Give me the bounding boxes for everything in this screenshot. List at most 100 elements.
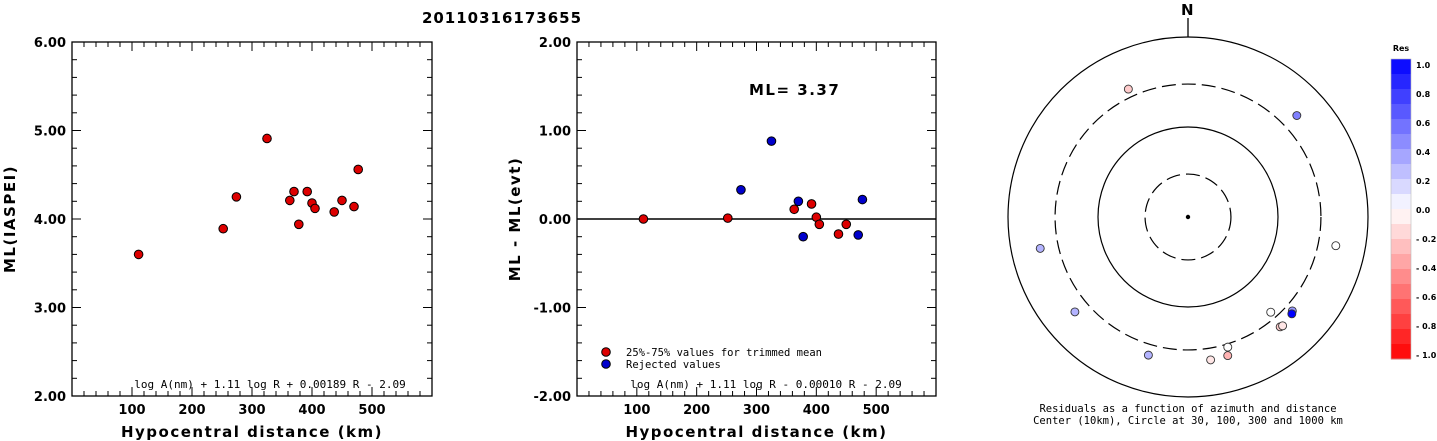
- colorbar-label: 0.4: [1416, 148, 1431, 157]
- y-tick-label: -1.00: [534, 302, 571, 317]
- chart-title: 20110316173655: [422, 9, 582, 27]
- station-point: [1278, 321, 1288, 331]
- data-point: [349, 201, 359, 212]
- colorbar-frame: [1390, 58, 1412, 360]
- distance-circle: [1007, 36, 1369, 398]
- y-tick-label: 4.00: [34, 213, 66, 228]
- x-tick-label: 500: [863, 403, 890, 418]
- data-point: [793, 196, 804, 207]
- station-point: [1331, 241, 1341, 251]
- colorbar-segment: [1391, 209, 1411, 225]
- station-point: [1292, 111, 1302, 120]
- colorbar: Res 1.0 0.8 0.6 0.4 0.2 0.0 - 0.2 - 0.4 - 0.6 - 0.…: [1390, 44, 1437, 360]
- plot-frame: [71, 41, 433, 397]
- colorbar-label: 0.6: [1416, 119, 1431, 128]
- colorbar-segment: [1391, 299, 1411, 315]
- data-point: [798, 231, 808, 242]
- distance-circle: [1054, 83, 1322, 351]
- y-tick-label: 3.00: [34, 302, 66, 317]
- polar-caption-line1: Residuals as a function of azimuth and d…: [1039, 403, 1336, 415]
- x-axis-label: Hypocentral distance (km): [121, 423, 383, 441]
- data-point: [285, 195, 295, 206]
- colorbar-segment: [1391, 89, 1411, 105]
- colorbar-segment: [1391, 74, 1411, 90]
- station-point: [1035, 243, 1045, 253]
- y-axis-label: ML - ML(evt): [506, 157, 524, 281]
- legend-marker: [601, 359, 611, 369]
- data-point: [638, 214, 649, 224]
- data-point: [294, 219, 304, 230]
- data-point: [766, 136, 777, 146]
- x-tick-label: 200: [683, 403, 710, 418]
- north-label: N: [1181, 1, 1195, 19]
- x-tick-label: 300: [238, 403, 265, 418]
- station-point: [1206, 355, 1216, 365]
- panel-polar: N Residuals as a function of azimuth and …: [1007, 1, 1369, 427]
- data-point: [337, 195, 347, 206]
- data-point: [789, 204, 799, 215]
- colorbar-label: - 1.0: [1416, 351, 1437, 360]
- colorbar-label: 0.2: [1416, 177, 1430, 186]
- legend-label: 25%-75% values for trimmed mean: [626, 347, 822, 359]
- colorbar-segment: [1391, 164, 1411, 180]
- distance-circle: [1144, 173, 1232, 261]
- data-point: [262, 133, 272, 144]
- colorbar-segment: [1391, 284, 1411, 300]
- colorbar-segment: [1391, 134, 1411, 150]
- y-tick-label: 6.00: [34, 36, 66, 51]
- colorbar-segment: [1391, 104, 1411, 120]
- data-point: [329, 207, 340, 217]
- data-point: [353, 164, 364, 175]
- data-point: [310, 203, 320, 214]
- data-point: [814, 219, 825, 230]
- panel-left: 100 200 300 400 500 2.00 3.00 4.00 5.00 6.00 Hypoc…: [1, 36, 433, 441]
- data-point: [841, 219, 852, 230]
- colorbar-label: - 0.8: [1416, 322, 1437, 331]
- colorbar-segment: [1391, 59, 1411, 75]
- legend-label: Rejected values: [626, 359, 721, 371]
- legend-marker: [601, 347, 611, 357]
- colorbar-segment: [1391, 119, 1411, 135]
- colorbar-label: - 0.2: [1416, 235, 1436, 244]
- station-point: [1070, 307, 1080, 317]
- colorbar-label: 0.8: [1416, 90, 1431, 99]
- data-point: [133, 249, 144, 260]
- data-point: [833, 229, 844, 239]
- colorbar-label: - 0.6: [1416, 293, 1437, 302]
- colorbar-segment: [1391, 149, 1411, 165]
- y-axis-label: ML(IASPEI): [1, 165, 19, 273]
- station-point: [1223, 351, 1233, 361]
- formula-text: log A(nm) + 1.11 log R - 0.00010 R - 2.0…: [630, 378, 902, 391]
- station-point: [1123, 84, 1133, 94]
- station-point: [1266, 307, 1276, 317]
- x-tick-label: 300: [743, 403, 770, 418]
- station-point: [1287, 309, 1297, 319]
- formula-text: log A(nm) + 1.11 log R + 0.00189 R - 2.0…: [134, 378, 406, 391]
- station-point: [1143, 350, 1153, 360]
- colorbar-segment: [1391, 194, 1411, 210]
- data-point: [853, 230, 864, 240]
- colorbar-label: 1.0: [1416, 61, 1431, 70]
- y-tick-label: 2.00: [34, 390, 66, 405]
- data-point: [302, 186, 313, 197]
- x-tick-label: 200: [178, 403, 205, 418]
- station-point: [1223, 342, 1233, 352]
- colorbar-segment: [1391, 329, 1411, 345]
- x-tick-label: 500: [358, 403, 385, 418]
- data-point: [289, 186, 299, 197]
- y-tick-label: 2.00: [539, 36, 571, 51]
- colorbar-title: Res: [1393, 44, 1410, 53]
- data-point: [218, 223, 228, 234]
- data-point: [722, 213, 733, 223]
- polar-caption-line2: Center (10km), Circle at 30, 100, 300 an…: [1033, 415, 1343, 427]
- colorbar-segment: [1391, 224, 1411, 240]
- data-point: [231, 192, 242, 202]
- colorbar-segment: [1391, 179, 1411, 195]
- x-tick-label: 100: [623, 403, 650, 418]
- y-tick-label: 0.00: [539, 213, 571, 228]
- data-point: [857, 194, 868, 205]
- colorbar-segment: [1391, 269, 1411, 285]
- panel-middle: 100 200 300 400 500 -2.00 -1.00 0.00 1.00 2.00 Hyp…: [506, 36, 937, 441]
- colorbar-label: 0.0: [1416, 206, 1431, 215]
